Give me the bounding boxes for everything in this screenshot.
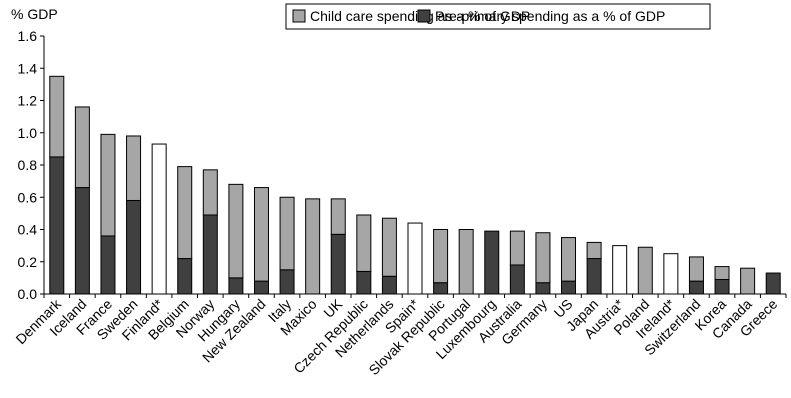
bar-child-care <box>433 229 449 284</box>
bar-pre-primary <box>484 230 500 295</box>
y-tick-label: 0.0 <box>18 286 38 302</box>
bar-pre-primary <box>74 187 90 295</box>
axes: 0.0 0.2 0.4 0.6 0.8 1.0 1.2 1.4 1.6 <box>18 28 787 302</box>
bar-pre-primary <box>253 280 269 295</box>
bar-pre-primary <box>202 214 218 295</box>
bar-pre-primary <box>228 277 244 295</box>
bar-pre-primary <box>279 269 295 295</box>
y-tick-label: 0.4 <box>18 222 38 238</box>
legend-swatch-pre-primary <box>417 9 431 23</box>
bar-child-care <box>688 256 704 282</box>
bar-total-unsplit <box>151 143 167 295</box>
bar-pre-primary <box>561 280 577 295</box>
bar-pre-primary <box>177 258 193 295</box>
bar-pre-primary <box>381 275 397 295</box>
bar-child-care <box>74 106 90 189</box>
bar-pre-primary <box>688 280 704 295</box>
bar-pre-primary <box>100 235 116 295</box>
bar-total-unsplit <box>663 253 679 295</box>
bars <box>49 75 781 295</box>
bar-total-unsplit <box>407 222 423 295</box>
bar-pre-primary <box>433 282 449 295</box>
bar-child-care <box>202 169 218 216</box>
bar-pre-primary <box>765 272 781 295</box>
bar-child-care <box>637 246 653 295</box>
y-tick-label: 1.2 <box>18 93 38 109</box>
bar-pre-primary <box>126 199 142 295</box>
bar-pre-primary <box>49 156 65 295</box>
bar-child-care <box>100 133 116 237</box>
x-axis-labels: DenmarkIcelandFranceSwedenFinland*Belgiu… <box>12 295 780 378</box>
bar-child-care <box>586 241 602 260</box>
bar-pre-primary <box>714 278 730 295</box>
bar-child-care <box>253 187 269 282</box>
bar-child-care <box>509 230 525 266</box>
bar-child-care <box>561 237 577 282</box>
y-tick-label: 0.2 <box>18 254 38 270</box>
legend-label-pre-primary: Pre-primary spending as a % of GDP <box>435 8 665 24</box>
bar-pre-primary <box>535 282 551 295</box>
bar-child-care <box>458 229 474 295</box>
bar-child-care <box>49 75 65 158</box>
bar-pre-primary <box>330 233 346 295</box>
bar-child-care <box>740 267 756 295</box>
y-tick-label: 1.0 <box>18 125 38 141</box>
bar-pre-primary <box>356 270 372 295</box>
legend-box <box>285 3 711 30</box>
bar-pre-primary <box>509 264 525 295</box>
bar-child-care <box>356 214 372 272</box>
y-tick-label: 0.8 <box>18 157 38 173</box>
legend: Child care spending as a % of GDP Pre-pr… <box>285 3 711 30</box>
bar-child-care <box>330 198 346 235</box>
bar-total-unsplit <box>612 245 628 295</box>
legend-swatch-child-care <box>292 9 306 23</box>
bar-child-care <box>381 217 397 277</box>
bar-child-care <box>228 183 244 279</box>
y-tick-label: 1.6 <box>18 28 38 44</box>
bar-child-care <box>535 232 551 284</box>
bar-child-care <box>177 166 193 260</box>
bar-child-care <box>126 135 142 201</box>
bar-child-care <box>714 266 730 280</box>
y-tick-label: 1.4 <box>18 60 38 76</box>
bar-child-care <box>305 198 321 295</box>
bar-pre-primary <box>586 258 602 295</box>
y-axis-label: % GDP <box>11 6 58 22</box>
bar-child-care <box>279 196 295 271</box>
y-tick-label: 0.6 <box>18 189 38 205</box>
